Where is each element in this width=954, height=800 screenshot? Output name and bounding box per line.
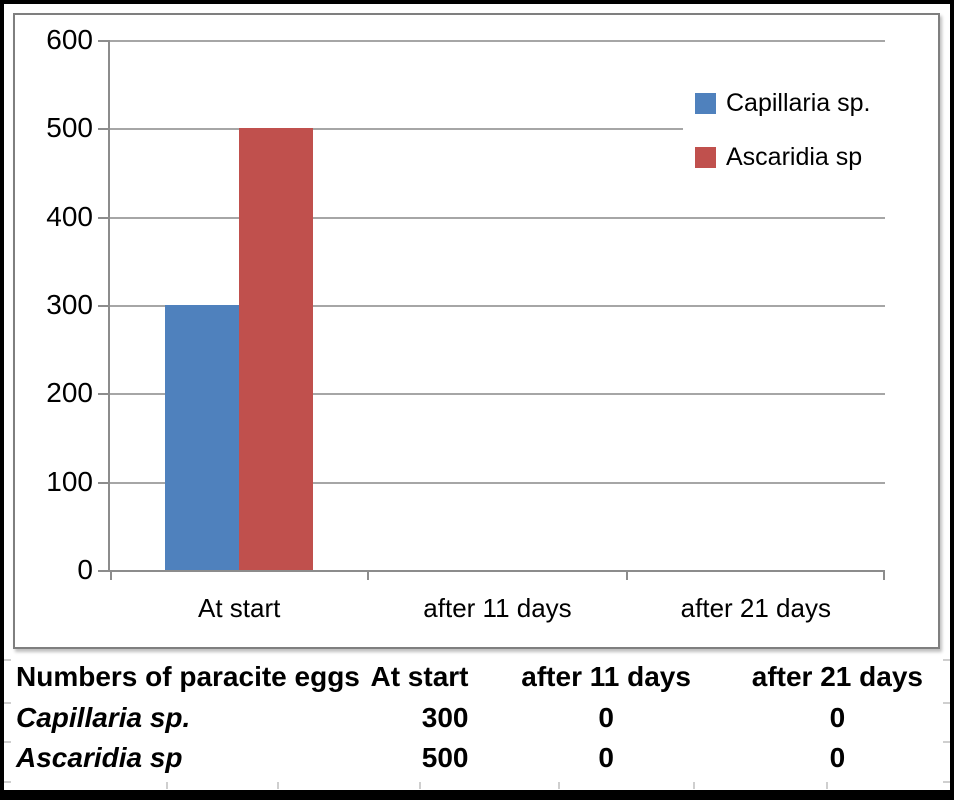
y-axis-tick-label: 400 (46, 200, 93, 232)
table: Numbers of paracite eggs At start after 11… (16, 656, 941, 778)
legend-entry-label: Ascaridia sp (726, 142, 863, 171)
data-table: Numbers of paracite eggs At start after 11… (4, 656, 950, 790)
y-axis-tick-label: 0 (77, 554, 93, 585)
gridline-remnant (166, 782, 168, 789)
y-axis-tick-label: 100 (46, 465, 93, 497)
table-row: Capillaria sp. 300 0 0 (16, 698, 941, 738)
x-axis-category-label: At start (197, 593, 281, 623)
table-row: Ascaridia sp 500 0 0 (16, 738, 941, 778)
table-cell-value: 0 (829, 742, 846, 773)
gridline-remnant (943, 781, 950, 783)
y-axis-tick-label: 200 (46, 377, 93, 409)
gridline-200 (110, 393, 885, 396)
bar-capillaria-sp--1 (165, 305, 240, 570)
y-axis-tick-label: 300 (46, 289, 93, 320)
table-cell-value: 500 (421, 742, 469, 773)
table-cell-value: 0 (829, 702, 846, 733)
table-cell-value: 0 (598, 702, 614, 733)
table-cell-value: 300 (421, 702, 469, 733)
y-axis-tick-label: 500 (46, 112, 93, 144)
gridline-remnant (943, 702, 950, 704)
x-axis-category-label: after 11 days (423, 593, 572, 623)
x-axis-tick-0 (110, 572, 112, 580)
gridline-100 (110, 481, 885, 484)
gridline-remnant (419, 782, 421, 789)
x-axis-tick-1 (367, 572, 370, 580)
gridline-remnant (4, 781, 11, 783)
gridline-remnant (277, 782, 279, 789)
gridline-remnant (4, 659, 11, 661)
y-axis-tick-500 (98, 128, 108, 131)
table-header-row: Numbers of paracite eggs At start after 11… (16, 656, 941, 698)
y-axis-tick-label: 600 (46, 24, 93, 55)
x-axis-tick-2 (625, 572, 628, 580)
gridline-remnant (943, 659, 950, 661)
gridline-remnant (4, 702, 11, 704)
gridline-remnant (943, 741, 950, 743)
y-axis-tick-200 (98, 393, 108, 396)
gridline-400 (110, 216, 885, 219)
y-axis-tick-600 (98, 40, 108, 42)
table-header-cell: Numbers of paracite eggs (16, 661, 360, 692)
legend-swatch-icon (695, 146, 716, 168)
y-axis-tick-300 (98, 305, 108, 307)
table-row-label: Capillaria sp. (16, 702, 191, 733)
x-axis-tick-3 (883, 572, 885, 580)
x-axis-labels: At start after 11 days after 21 days (110, 593, 885, 624)
table-cell-value: 0 (598, 742, 614, 773)
table-row-label: Ascaridia sp (16, 742, 183, 773)
plot-area (98, 40, 885, 580)
gridline-500 (110, 128, 885, 131)
chart-frame: 0 100 200 300 400 500 600 At start after 11 day… (13, 13, 940, 649)
legend: Capillaria sp. Ascaridia sp (683, 85, 885, 175)
legend-entry-2: Ascaridia sp (695, 142, 885, 171)
gridline-remnant (693, 782, 695, 789)
y-axis-labels: 0 100 200 300 400 500 600 (15, 24, 93, 585)
y-axis-tick-400 (98, 216, 108, 219)
legend-entry-label: Capillaria sp. (726, 88, 871, 117)
bar-ascaridia-sp-1 (239, 128, 314, 570)
table-header: Numbers of paracite eggs At start after 11… (16, 656, 941, 698)
legend-swatch-icon (695, 92, 716, 114)
table-header-cell: At start (370, 661, 469, 692)
table-header-cell: after 21 days (751, 661, 923, 692)
gridline-300 (110, 305, 885, 307)
gridline-remnant (558, 782, 560, 789)
table-body: Capillaria sp. 300 0 0 Ascaridia sp 500 0 0 (16, 698, 941, 778)
table-header-cell: after 11 days (521, 661, 691, 692)
x-axis-category-label: after 21 days (680, 593, 831, 623)
category-group-2 (368, 40, 626, 570)
y-axis-tick-100 (98, 481, 108, 484)
category-group-1 (110, 40, 368, 570)
y-axis-tick-0 (98, 570, 108, 572)
gridline-remnant (826, 782, 828, 789)
legend-entry-1: Capillaria sp. (695, 88, 885, 117)
gridline-remnant (4, 741, 11, 743)
gridline-600 (110, 40, 885, 42)
